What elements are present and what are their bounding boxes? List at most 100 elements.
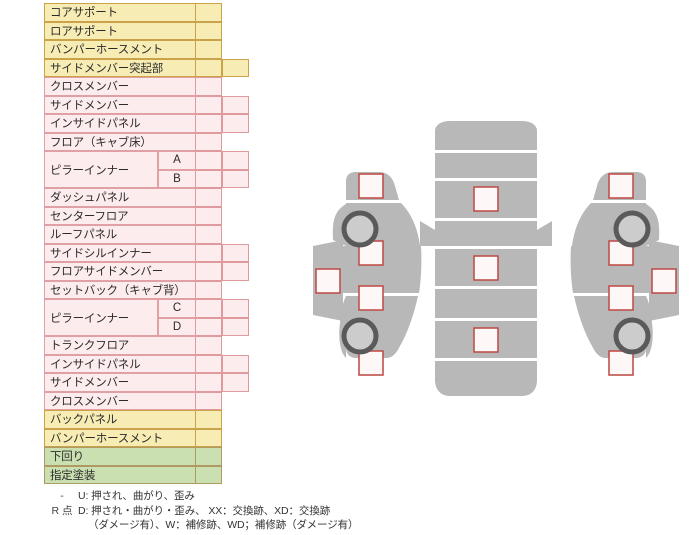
marker-cell-primary[interactable] (195, 40, 222, 59)
right-view-marker-1[interactable] (608, 173, 634, 199)
marker-cell-primary[interactable] (195, 262, 222, 281)
table-row-label: バックパネル (44, 410, 196, 429)
marker-cell-secondary[interactable] (222, 58, 249, 77)
table-row: ダッシュパネル (44, 188, 250, 207)
table-row-label: サイドメンバー (44, 95, 196, 114)
marker-cell-primary[interactable] (195, 114, 222, 133)
table-row: ピラーインナー A (44, 151, 250, 188)
left-view-marker-5[interactable] (315, 268, 341, 294)
marker-cell-primary[interactable] (195, 169, 222, 188)
table-row: バックパネル (44, 410, 250, 429)
table-row-sublabel: A (158, 151, 196, 170)
marker-cell-primary[interactable] (195, 3, 222, 22)
legend-text-3: （ダメージ有）、W：補修跡、WD；補修跡（ダメージ有） (88, 519, 359, 531)
left-view-marker-4[interactable] (358, 350, 384, 376)
marker-cell-primary[interactable] (195, 391, 222, 410)
top-view (420, 121, 552, 396)
marker-cell-secondary[interactable] (222, 114, 249, 133)
marker-cell-primary[interactable] (195, 188, 222, 207)
marker-cell-primary[interactable] (195, 225, 222, 244)
vehicle-frame-diagram (300, 118, 692, 418)
marker-cell-primary[interactable] (195, 465, 222, 484)
marker-cell-primary[interactable] (195, 447, 222, 466)
table-row-label: サイドメンバー (44, 373, 196, 392)
marker-cell-secondary[interactable] (222, 354, 249, 373)
marker-cell-primary[interactable] (195, 280, 222, 299)
table-row-label: 指定塗装 (44, 465, 196, 484)
table-row: バンパーホースメント (44, 428, 250, 447)
table-row: クロスメンバー (44, 391, 250, 410)
table-row-label: トランクフロア (44, 336, 196, 355)
table-row-label: コアサポート (44, 3, 196, 22)
marker-cell-primary[interactable] (195, 21, 222, 40)
top-view-marker-3[interactable] (473, 327, 499, 353)
table-row-label: ピラーインナー (44, 151, 158, 188)
marker-cell-primary[interactable] (195, 243, 222, 262)
marker-cell-primary[interactable] (195, 317, 222, 336)
table-row-sublabel: D (158, 317, 196, 336)
marker-cell-secondary[interactable] (222, 317, 249, 336)
marker-cell-primary[interactable] (195, 206, 222, 225)
table-row-label: ルーフパネル (44, 225, 196, 244)
legend-text-2: D: 押され・曲がり・歪み、 XX：交換跡、XD：交換跡 (78, 504, 331, 517)
table-row: トランクフロア (44, 336, 250, 355)
marker-cell-primary[interactable] (195, 336, 222, 355)
marker-cell-primary[interactable] (195, 151, 222, 170)
left-view-rear-wheel-icon (341, 317, 379, 355)
table-row-label: サイドメンバー突起部 (44, 58, 196, 77)
table-row: サイドシルインナー (44, 243, 250, 262)
left-view-marker-3[interactable] (358, 285, 384, 311)
marker-cell-primary[interactable] (195, 354, 222, 373)
marker-cell-secondary[interactable] (222, 299, 249, 318)
marker-cell-secondary[interactable] (222, 373, 249, 392)
table-row-label: センターフロア (44, 206, 196, 225)
table-row-label: バンパーホースメント (44, 40, 196, 59)
right-side-view (570, 172, 679, 376)
left-view-marker-1[interactable] (358, 173, 384, 199)
table-row: クロスメンバー (44, 77, 250, 96)
table-row: サイドメンバー (44, 95, 250, 114)
table-row-label: 下回り (44, 447, 196, 466)
table-row-label: バンパーホースメント (44, 428, 196, 447)
legend-key-rpoint: R 点 (51, 504, 73, 517)
table-row-label: クロスメンバー (44, 77, 196, 96)
marker-cell-secondary[interactable] (222, 95, 249, 114)
top-view-marker-1[interactable] (473, 186, 499, 212)
marker-cell-primary[interactable] (195, 428, 222, 447)
marker-cell-primary[interactable] (195, 58, 222, 77)
table-row: インサイドパネル (44, 354, 250, 373)
marker-cell-primary[interactable] (195, 299, 222, 318)
marker-cell-primary[interactable] (195, 373, 222, 392)
top-view-dash-panel (435, 289, 537, 318)
marker-cell-primary[interactable] (195, 410, 222, 429)
top-view-marker-2[interactable] (473, 255, 499, 281)
right-view-marker-3[interactable] (608, 285, 634, 311)
table-row-label: ロアサポート (44, 21, 196, 40)
table-row-label: ピラーインナー (44, 299, 158, 336)
table-row: 下回り (44, 447, 250, 466)
top-view-crossmember-band (420, 221, 552, 246)
top-view-rear-bumper (435, 121, 537, 150)
top-view-front-bumper (435, 363, 537, 396)
table-row-label: クロスメンバー (44, 391, 196, 410)
marker-cell-primary[interactable] (195, 77, 222, 96)
marker-cell-secondary[interactable] (222, 151, 249, 170)
table-row: B (44, 169, 250, 188)
marker-cell-primary[interactable] (195, 95, 222, 114)
table-row: フロアサイドメンバー (44, 262, 250, 281)
marker-cell-secondary[interactable] (222, 169, 249, 188)
marker-cell-primary[interactable] (195, 132, 222, 151)
legend-line-1: - U: 押され、曲がり、歪み (46, 489, 446, 504)
right-view-marker-5[interactable] (651, 268, 677, 294)
table-row-label: インサイドパネル (44, 354, 196, 373)
table-row-sublabel: B (158, 169, 196, 188)
marker-cell-secondary[interactable] (222, 262, 249, 281)
legend: - U: 押され、曲がり、歪み R 点 D: 押され・曲がり・歪み、 XX：交換… (46, 489, 446, 533)
table-row: ロアサポート (44, 21, 250, 40)
marker-cell-secondary[interactable] (222, 243, 249, 262)
table-row-sublabel: C (158, 299, 196, 318)
table-row: セットバック（キャブ背） (44, 280, 250, 299)
right-view-marker-4[interactable] (608, 350, 634, 376)
right-view-front-wheel-icon (613, 210, 651, 248)
legend-line-2: R 点 D: 押され・曲がり・歪み、 XX：交換跡、XD：交換跡 (46, 504, 446, 519)
